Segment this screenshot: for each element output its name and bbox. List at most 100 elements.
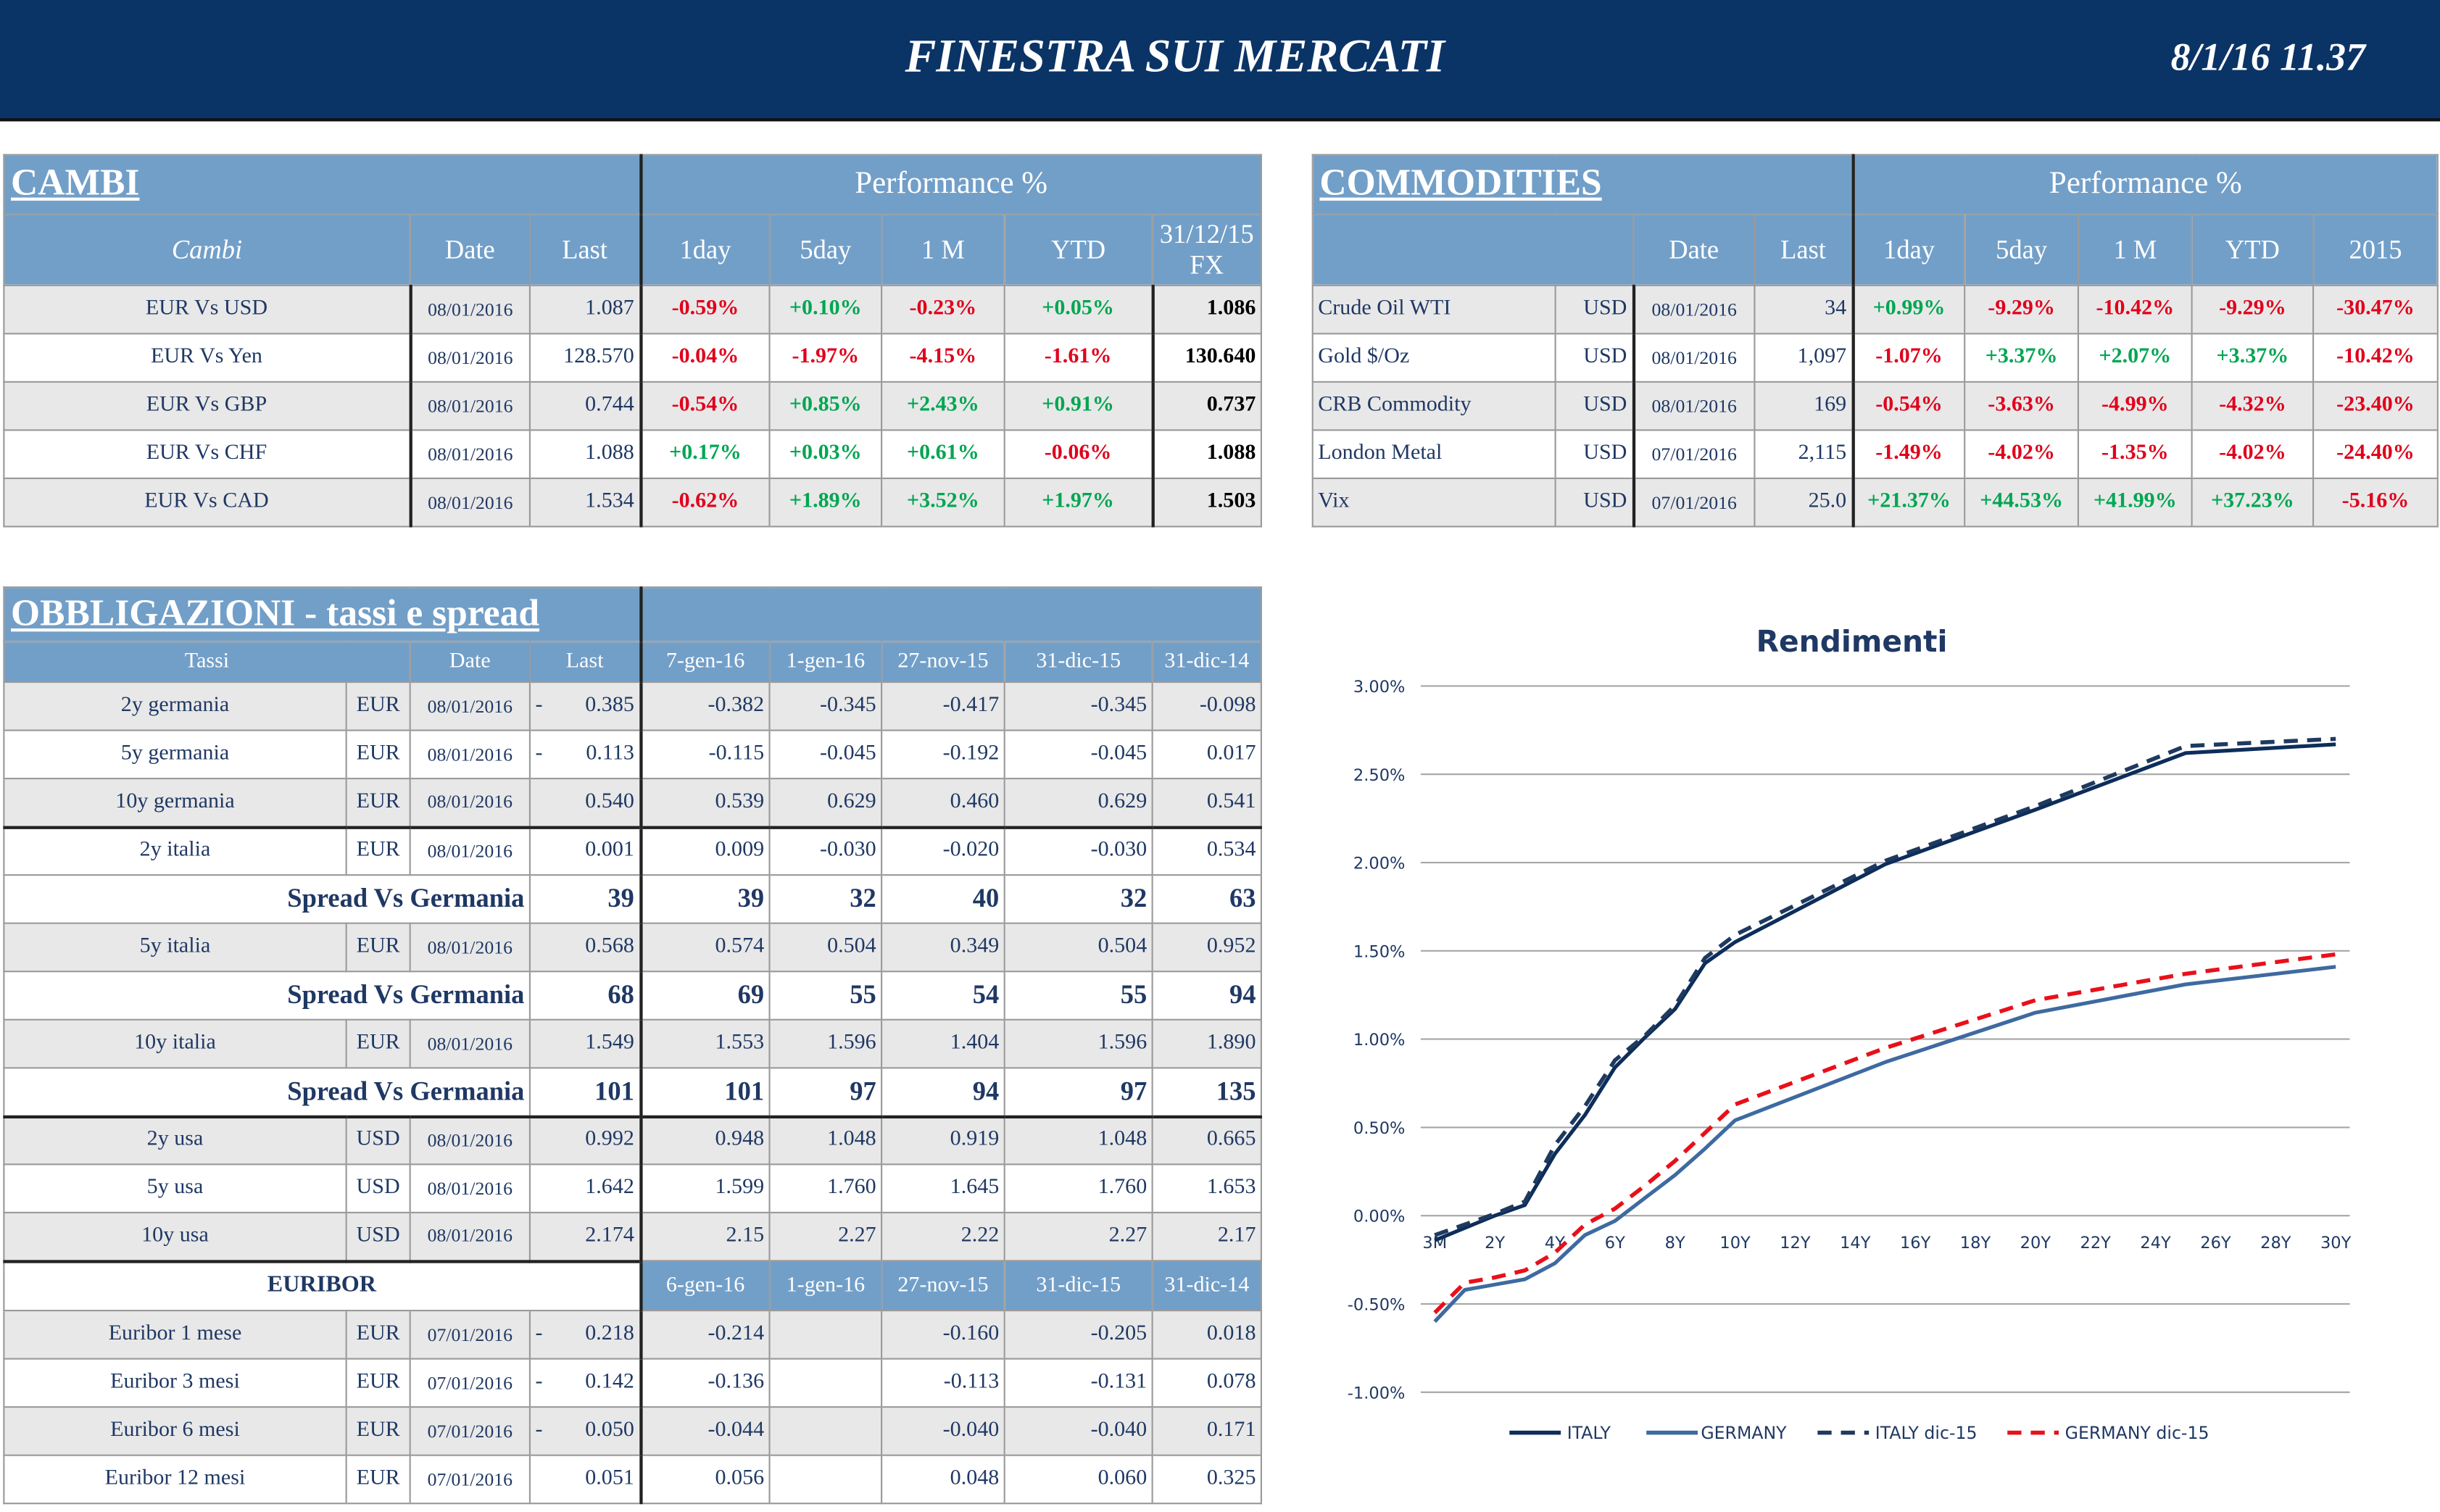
last-number: 1.642 (585, 1176, 634, 1200)
table-row: Vix USD 07/01/2016 25.0 +21.37% +44.53% +41.99… (1311, 477, 2439, 528)
last-value: 25.0 (1754, 477, 1854, 528)
historical-value: 1.760 (768, 1163, 883, 1213)
performance-value: -5.16% (2312, 477, 2439, 528)
legend-label: ITALY (1567, 1423, 1611, 1443)
fx-value: 1.503 (1150, 477, 1262, 528)
last-value: 0.744 (528, 381, 642, 431)
column-header: 2015 (2312, 213, 2439, 286)
cambi-table: CAMBI Performance % Cambi Date Last 1day 5day 1… (3, 154, 1262, 528)
column-header: 1day (639, 213, 771, 286)
currency: EUR (345, 825, 411, 876)
last-number: 0.218 (585, 1322, 634, 1346)
date: 07/01/2016 (409, 1406, 531, 1456)
date: 08/01/2016 (409, 1114, 531, 1166)
euribor-header-row: EURIBOR 6-gen-16 1-gen-16 27-nov-15 31-dic-1… (3, 1259, 1263, 1312)
table-row: 2y usa USD 08/01/2016 0.992 0.948 1.048 0.919 1… (3, 1114, 1263, 1166)
historical-value: 1.596 (1003, 1018, 1153, 1069)
column-header: 1 M (2077, 213, 2193, 286)
column-header: 1day (1851, 213, 1966, 286)
currency: EUR (345, 1310, 411, 1360)
spread-label: Spread Vs Germania (3, 1067, 531, 1117)
historical-value: 0.919 (881, 1114, 1005, 1166)
historical-value: 0.060 (1003, 1454, 1153, 1505)
performance-value: +44.53% (1964, 477, 2080, 528)
performance-value: +0.99% (1851, 284, 1966, 335)
column-header: 1 M (881, 213, 1005, 286)
commodity-name: CRB Commodity (1311, 381, 1556, 431)
last-value: 0.540 (528, 778, 642, 828)
rate-name: 5y usa (3, 1163, 347, 1213)
historical-value: 1.890 (1151, 1018, 1263, 1069)
currency: EUR (345, 1406, 411, 1456)
performance-value: -4.02% (2191, 429, 2315, 479)
date: 08/01/2016 (1631, 333, 1756, 383)
currency: USD (1554, 429, 1635, 479)
column-header: 1-gen-16 (768, 641, 883, 684)
performance-value: -3.63% (1964, 381, 2080, 431)
rate-name: Euribor 1 mese (3, 1310, 347, 1360)
rate-name: 2y germania (3, 681, 347, 731)
last-value: 1.087 (528, 284, 642, 335)
spread-value: 97 (768, 1067, 883, 1117)
spread-value: 40 (881, 874, 1005, 924)
y-tick-label: -1.00% (1348, 1384, 1406, 1403)
page-title: FINESTRA SUI MERCATI (905, 30, 1445, 83)
currency-pair: EUR Vs CHF (3, 429, 411, 479)
date: 08/01/2016 (408, 429, 531, 479)
historical-value: 0.629 (1003, 778, 1153, 828)
last-number: 0.142 (585, 1370, 634, 1394)
performance-value: -24.40% (2312, 429, 2439, 479)
column-header: 31-dic-15 (1003, 1260, 1153, 1312)
date: 08/01/2016 (408, 477, 531, 528)
historical-value (768, 1454, 883, 1505)
historical-value: -0.020 (881, 825, 1005, 876)
performance-value: +2.43% (881, 381, 1005, 431)
historical-value: 0.534 (1151, 825, 1263, 876)
spread-label: Spread Vs Germania (3, 874, 531, 924)
currency: USD (1554, 381, 1635, 431)
historical-value: 1.599 (639, 1163, 771, 1213)
y-tick-label: 0.50% (1353, 1119, 1406, 1138)
title-blank (639, 586, 1263, 643)
performance-value: +2.07% (2077, 333, 2193, 383)
date: 08/01/2016 (409, 1163, 531, 1213)
performance-value: -1.07% (1851, 333, 1966, 383)
performance-value: +0.91% (1003, 381, 1153, 431)
y-tick-label: -0.50% (1348, 1296, 1406, 1315)
spread-last: 101 (528, 1067, 642, 1117)
rate-name: 10y germania (3, 778, 347, 828)
historical-value: 0.541 (1151, 778, 1263, 828)
spread-value: 32 (768, 874, 883, 924)
performance-value: -1.49% (1851, 429, 1966, 479)
x-tick-label: 28Y (2260, 1234, 2291, 1253)
legend-label: ITALY dic-15 (1875, 1423, 1978, 1443)
last-value: 169 (1754, 381, 1854, 431)
table-row: 10y germania EUR 08/01/2016 0.540 0.539 0.629… (3, 778, 1263, 828)
chart-title: Rendimenti (1756, 624, 1948, 659)
date: 07/01/2016 (409, 1454, 531, 1505)
commodities-title-row: COMMODITIES Performance % (1311, 154, 2439, 215)
currency: USD (1554, 333, 1635, 383)
historical-value: -0.382 (639, 681, 771, 731)
currency: EUR (345, 729, 411, 780)
historical-value (768, 1406, 883, 1456)
x-tick-label: 12Y (1780, 1234, 1811, 1253)
table-row: 2y italia EUR 08/01/2016 0.001 0.009 -0.030 -0… (3, 825, 1263, 876)
last-value: - 0.050 (528, 1406, 642, 1456)
column-header: 6-gen-16 (639, 1260, 771, 1312)
x-tick-label: 4Y (1545, 1234, 1565, 1253)
currency: USD (345, 1211, 411, 1262)
last-value: 34 (1754, 284, 1854, 335)
historical-value: -0.115 (639, 729, 771, 780)
date: 08/01/2016 (408, 333, 531, 383)
spread-value: 54 (881, 971, 1005, 1021)
dash-marker: - (535, 1370, 543, 1394)
historical-value: -0.131 (1003, 1358, 1153, 1408)
column-header: 1-gen-16 (768, 1260, 883, 1312)
historical-value: 0.017 (1151, 729, 1263, 780)
last-value: 128.570 (528, 333, 642, 383)
section-title: OBBLIGAZIONI - tassi e spread (3, 586, 642, 643)
header-datetime: 8/1/16 11.37 (2170, 37, 2365, 80)
historical-value: -0.113 (881, 1358, 1005, 1408)
x-tick-label: 16Y (1900, 1234, 1931, 1253)
